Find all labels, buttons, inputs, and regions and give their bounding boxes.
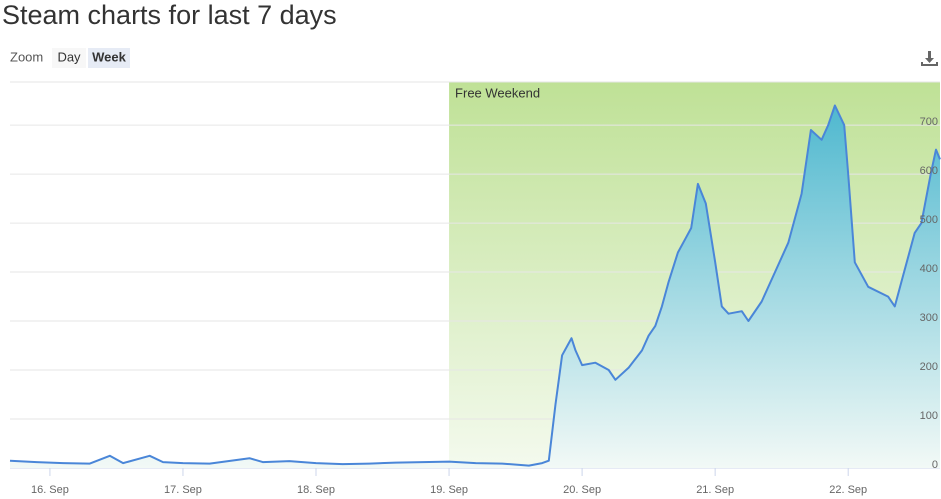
y-tick-label: 300 — [920, 312, 938, 324]
x-tick-label: 22. Sep — [829, 484, 867, 496]
x-tick-label: 16. Sep — [31, 484, 69, 496]
zoom-label: Zoom — [10, 49, 43, 64]
zoom-option[interactable]: Week — [92, 49, 126, 64]
y-tick-label: 400 — [920, 263, 938, 275]
x-tick-label: 20. Sep — [563, 484, 601, 496]
zoom-option[interactable]: Day — [57, 49, 81, 64]
band-label: Free Weekend — [455, 85, 540, 100]
download-button[interactable] — [919, 48, 939, 68]
area — [10, 105, 940, 468]
download-icon[interactable] — [921, 51, 938, 66]
x-tick-label: 17. Sep — [164, 484, 202, 496]
zoom-button[interactable] — [52, 48, 86, 68]
y-tick-label: 600 — [920, 165, 938, 177]
y-tick-label: 100 — [920, 410, 938, 422]
y-tick-label: 200 — [920, 361, 938, 373]
x-tick-label: 18. Sep — [297, 484, 335, 496]
line — [9, 104, 941, 467]
chart-title: Steam charts for last 7 days — [2, 0, 337, 30]
x-tick-label: 21. Sep — [696, 484, 734, 496]
y-tick-label: 500 — [920, 214, 938, 226]
y-tick-label: 0 — [932, 459, 938, 471]
x-tick-label: 19. Sep — [430, 484, 468, 496]
zoom-button[interactable] — [88, 48, 130, 68]
y-tick-label: 700 — [920, 116, 938, 128]
